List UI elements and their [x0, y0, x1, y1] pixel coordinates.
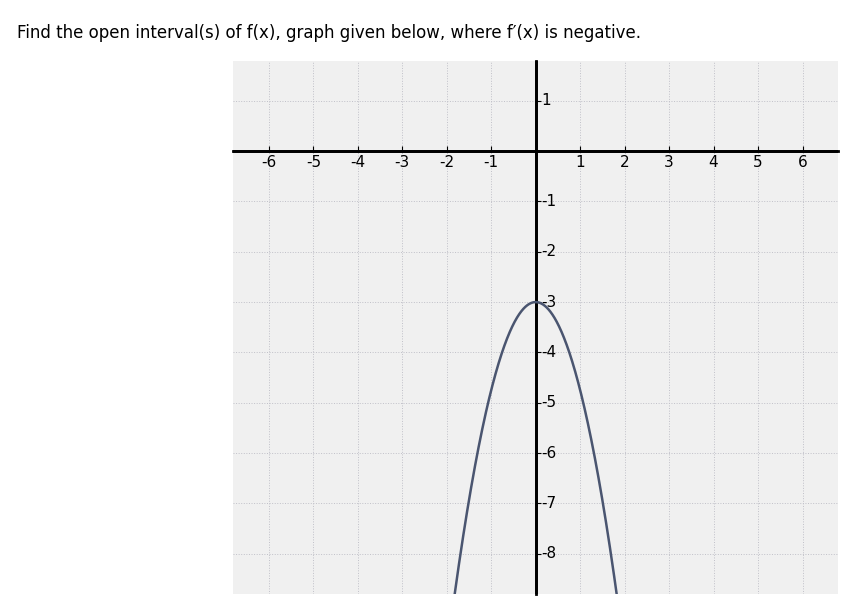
Text: -4: -4 [541, 345, 556, 360]
Text: -2: -2 [541, 244, 556, 259]
Text: Find the open interval(s) of f(x), graph given below, where f′(x) is negative.: Find the open interval(s) of f(x), graph… [17, 24, 641, 42]
Text: 1: 1 [541, 93, 550, 108]
Text: -6: -6 [541, 445, 556, 461]
Text: -1: -1 [541, 194, 556, 209]
Text: -5: -5 [541, 395, 556, 410]
Text: -3: -3 [541, 295, 556, 310]
Text: -8: -8 [541, 546, 556, 561]
Text: -7: -7 [541, 496, 556, 511]
